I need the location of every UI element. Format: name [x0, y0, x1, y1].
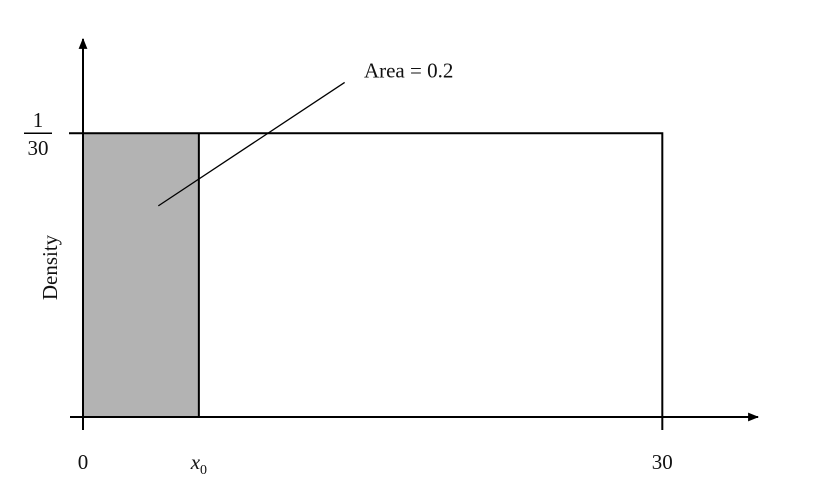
x-tick-label-x0: x0	[190, 450, 207, 478]
y-tick-denominator: 30	[28, 136, 49, 160]
y-tick-numerator: 1	[33, 108, 44, 132]
shaded-area	[83, 133, 199, 418]
x-tick-label-30: 30	[652, 450, 673, 474]
y-axis-label: Density	[38, 234, 62, 300]
annotation-area-label: Area = 0.2	[364, 58, 453, 82]
x-tick-label-0: 0	[78, 450, 89, 474]
y-tick-label-density: 1 30	[24, 108, 52, 160]
annotation-pointer-line	[157, 81, 346, 207]
